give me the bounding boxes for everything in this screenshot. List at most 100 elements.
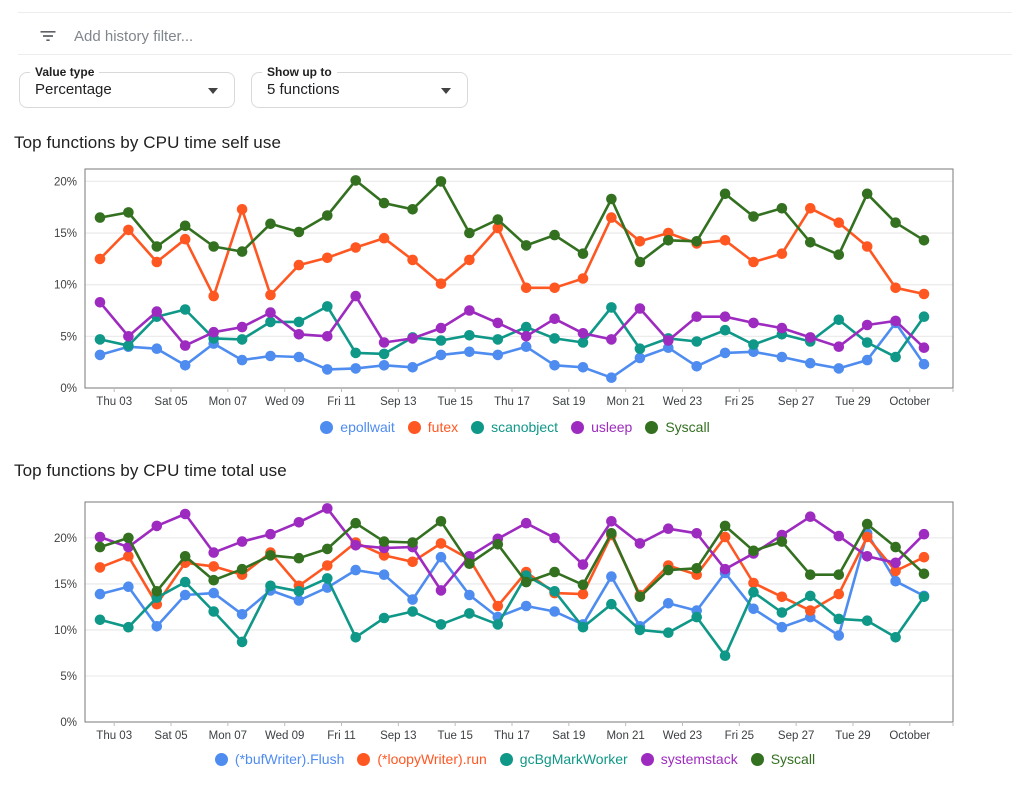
data-point[interactable] [663, 627, 674, 638]
data-point[interactable] [549, 566, 560, 578]
data-point[interactable] [634, 352, 646, 364]
data-point[interactable] [890, 351, 901, 363]
data-point[interactable] [663, 235, 674, 246]
data-point[interactable] [861, 551, 873, 562]
series-points[interactable] [94, 503, 930, 596]
data-point[interactable] [492, 619, 504, 630]
data-point[interactable] [293, 316, 305, 328]
data-point[interactable] [520, 341, 532, 352]
data-point[interactable] [805, 203, 816, 214]
data-point[interactable] [293, 329, 305, 340]
data-point[interactable] [918, 591, 930, 603]
data-point[interactable] [577, 273, 589, 284]
data-point[interactable] [179, 340, 191, 351]
data-point[interactable] [549, 606, 560, 617]
data-point[interactable] [918, 528, 930, 540]
data-point[interactable] [378, 197, 390, 209]
data-point[interactable] [293, 259, 305, 271]
legend-item[interactable]: gcBgMarkWorker [499, 751, 628, 767]
data-point[interactable] [350, 290, 362, 302]
data-point[interactable] [378, 348, 390, 360]
data-point[interactable] [691, 611, 702, 623]
data-point[interactable] [322, 543, 333, 555]
data-point[interactable] [776, 621, 788, 633]
data-point[interactable] [94, 253, 106, 265]
data-point[interactable] [805, 332, 816, 343]
data-point[interactable] [634, 591, 646, 603]
data-point[interactable] [691, 528, 702, 539]
data-point[interactable] [577, 579, 589, 591]
data-point[interactable] [94, 297, 106, 308]
data-point[interactable] [918, 551, 930, 563]
data-point[interactable] [236, 563, 248, 575]
data-point[interactable] [435, 335, 447, 346]
data-point[interactable] [918, 311, 930, 322]
data-point[interactable] [776, 322, 788, 334]
data-point[interactable] [861, 188, 873, 200]
data-point[interactable] [719, 324, 731, 336]
data-point[interactable] [435, 585, 447, 596]
data-point[interactable] [350, 347, 362, 359]
data-point[interactable] [236, 246, 248, 257]
data-point[interactable] [890, 282, 901, 294]
data-point[interactable] [606, 334, 617, 345]
data-point[interactable] [151, 241, 163, 252]
legend-item[interactable]: scanobject [471, 419, 558, 435]
data-point[interactable] [691, 336, 702, 347]
data-point[interactable] [918, 358, 930, 370]
data-point[interactable] [208, 547, 219, 558]
data-point[interactable] [123, 331, 134, 342]
data-point[interactable] [322, 364, 333, 375]
data-point[interactable] [435, 516, 447, 527]
data-point[interactable] [606, 528, 617, 539]
value-type-dropdown[interactable]: Value type Percentage [19, 65, 235, 108]
data-point[interactable] [179, 551, 191, 562]
data-point[interactable] [833, 530, 845, 542]
data-point[interactable] [833, 341, 845, 352]
data-point[interactable] [151, 306, 163, 317]
series-points[interactable] [94, 516, 930, 603]
data-point[interactable] [492, 214, 504, 225]
data-point[interactable] [407, 606, 418, 617]
data-point[interactable] [208, 574, 219, 586]
data-point[interactable] [208, 587, 219, 599]
data-point[interactable] [719, 531, 731, 543]
data-point[interactable] [350, 175, 362, 186]
data-point[interactable] [435, 551, 447, 563]
data-point[interactable] [464, 558, 475, 569]
data-point[interactable] [606, 516, 617, 527]
data-point[interactable] [407, 362, 418, 373]
data-point[interactable] [549, 313, 560, 325]
data-point[interactable] [776, 591, 788, 603]
data-point[interactable] [464, 608, 475, 619]
data-point[interactable] [407, 556, 418, 568]
data-point[interactable] [634, 303, 646, 314]
data-point[interactable] [464, 227, 475, 239]
data-point[interactable] [549, 333, 560, 344]
data-point[interactable] [719, 188, 731, 200]
data-point[interactable] [123, 551, 134, 562]
series-points[interactable] [94, 528, 930, 641]
data-point[interactable] [123, 532, 134, 544]
data-point[interactable] [265, 316, 276, 328]
legend-item[interactable]: systemstack [640, 751, 738, 767]
data-point[interactable] [208, 561, 219, 572]
data-point[interactable] [890, 315, 901, 327]
data-point[interactable] [634, 624, 646, 636]
data-point[interactable] [634, 236, 646, 247]
data-point[interactable] [719, 563, 731, 575]
data-point[interactable] [890, 575, 901, 587]
data-point[interactable] [94, 531, 106, 543]
data-point[interactable] [549, 360, 560, 371]
data-point[interactable] [776, 203, 788, 214]
data-point[interactable] [606, 372, 617, 383]
data-point[interactable] [492, 539, 504, 550]
data-point[interactable] [805, 357, 816, 369]
data-point[interactable] [606, 212, 617, 223]
cpu-self-use-chart[interactable]: 0% 5% 10% 15% 20% Thu 03 Sat 05 Mon 07 Wed 09 Fri… [0, 163, 1030, 411]
data-point[interactable] [861, 531, 873, 543]
data-point[interactable] [606, 598, 617, 610]
history-filter-input[interactable] [72, 26, 876, 46]
data-point[interactable] [805, 569, 816, 580]
data-point[interactable] [890, 557, 901, 569]
